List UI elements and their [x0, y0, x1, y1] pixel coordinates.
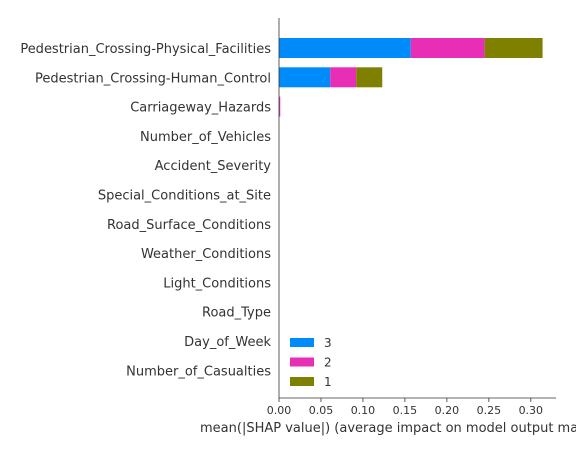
x-tick-label: 0.25: [477, 404, 502, 417]
x-tick-label: 0.15: [393, 404, 418, 417]
category-label: Special_Conditions_at_Site: [98, 189, 271, 204]
category-label: Road_Surface_Conditions: [107, 218, 271, 233]
legend-swatch-series-3: [290, 338, 314, 347]
x-tick-label: 0.10: [351, 404, 376, 417]
bar-segment-series-2: [410, 38, 485, 58]
legend-label: 1: [324, 375, 332, 389]
category-label: Number_of_Casualties: [126, 364, 271, 379]
category-label: Number_of_Vehicles: [140, 130, 271, 145]
bar-segment-series-3: [279, 67, 331, 88]
bar-segment-series-3: [279, 38, 411, 58]
category-label: Accident_Severity: [155, 159, 272, 174]
category-label: Weather_Conditions: [141, 247, 271, 262]
x-tick-label: 0.00: [267, 404, 292, 417]
category-label: Road_Type: [202, 306, 271, 321]
legend-label: 3: [324, 336, 332, 350]
x-tick-label: 0.05: [309, 404, 334, 417]
category-label: Day_of_Week: [184, 335, 271, 350]
legend: 3 2 1: [290, 336, 332, 389]
category-label: Pedestrian_Crossing-Human_Control: [35, 71, 271, 86]
x-tick-label: 0.30: [519, 404, 544, 417]
bar-segment-series-2: [279, 96, 281, 117]
x-axis-label: mean(|SHAP value|) (average impact on mo…: [200, 421, 576, 436]
category-label: Pedestrian_Crossing-Physical_Facilities: [20, 42, 271, 57]
legend-label: 2: [324, 356, 332, 370]
category-label: Light_Conditions: [163, 276, 271, 291]
bars-layer: [279, 38, 543, 117]
x-tick-label: 0.20: [435, 404, 460, 417]
x-ticks: 0.00 0.05 0.10 0.15 0.20 0.25 0.30: [267, 398, 543, 417]
category-label: Carriageway_Hazards: [130, 101, 271, 116]
bar-segment-series-1: [356, 67, 383, 88]
category-labels: Pedestrian_Crossing-Physical_Facilities P…: [20, 42, 271, 379]
legend-swatch-series-2: [290, 357, 314, 367]
legend-swatch-series-1: [290, 377, 314, 386]
bar-segment-series-2: [330, 67, 357, 88]
bar-segment-series-1: [484, 38, 543, 58]
